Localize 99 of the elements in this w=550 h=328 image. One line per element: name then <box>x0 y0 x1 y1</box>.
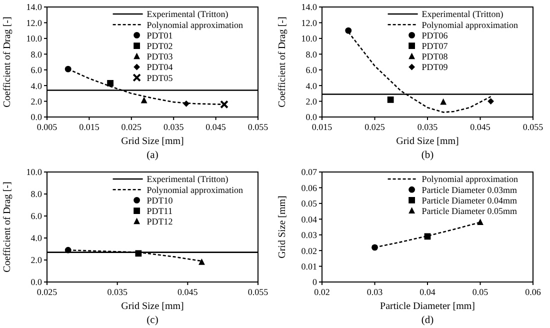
point <box>183 100 190 107</box>
x-tick-label: 0.04 <box>420 287 436 297</box>
legend-label: Particle Diameter 0.03mm <box>422 184 518 195</box>
legend-label: Polynomial approximation <box>422 20 519 30</box>
y-tick-label: 0.03 <box>301 230 318 240</box>
y-tick-label: 0 <box>312 277 318 288</box>
legend-label: Particle Diameter 0.04mm <box>422 195 518 206</box>
y-tick-label: 10.0 <box>26 167 42 178</box>
point <box>64 66 72 72</box>
point <box>135 250 142 257</box>
x-axis-title: Grid Size [mm] <box>396 136 459 147</box>
point <box>440 98 447 105</box>
legend-label: Experimental (Tritton) <box>146 9 228 20</box>
y-tick-label: 8.0 <box>306 49 318 60</box>
y-tick-label: 14.0 <box>301 2 318 12</box>
x-tick-label: 0.025 <box>364 122 386 132</box>
y-tick-label: 2.0 <box>306 96 318 106</box>
y-axis-title: Grid Size [mm] <box>277 196 288 258</box>
legend-label: PDT08 <box>422 52 448 62</box>
x-tick-label: 0.015 <box>312 122 333 132</box>
y-tick-label: 10.0 <box>301 34 318 44</box>
text: (d) <box>421 315 434 326</box>
x-tick-label: 0.035 <box>417 122 438 132</box>
point <box>107 80 114 86</box>
legend-label: Experimental (Tritton) <box>422 9 504 20</box>
point <box>424 233 431 240</box>
y-tick-label: 8.0 <box>30 49 42 60</box>
point <box>64 246 72 254</box>
y-tick-label: 4.0 <box>306 80 318 91</box>
legend-label: PDT07 <box>422 41 448 51</box>
y-tick-label: 0.02 <box>301 246 317 256</box>
x-axis-title: Grid Size [mm] <box>121 301 184 312</box>
x-tick-label: 0.055 <box>248 122 269 132</box>
legend-label: Polynomial approximation <box>146 20 244 30</box>
x-axis-title: Particle Diameter [mm] <box>380 301 475 312</box>
x-tick-label: 0.02 <box>314 287 330 297</box>
y-tick-label: 2.0 <box>30 96 42 106</box>
legend-label: PDT02 <box>146 41 173 51</box>
legend-label: PDT05 <box>146 72 174 83</box>
legend-label: PDT12 <box>146 216 173 227</box>
point <box>198 258 205 265</box>
text: (b) <box>421 150 434 161</box>
point <box>387 96 394 103</box>
legend-label: PDT03 <box>146 52 174 62</box>
x-tick-label: 0.025 <box>121 122 142 132</box>
point <box>372 244 378 251</box>
y-tick-label: 0.07 <box>301 167 318 178</box>
x-tick-label: 0.015 <box>79 122 100 132</box>
legend-label: PDT09 <box>422 62 448 72</box>
point <box>488 98 494 104</box>
x-tick-label: 0.045 <box>178 287 198 297</box>
legend-label: Particle Diameter 0.05mm <box>422 206 518 216</box>
y-tick-label: 6.0 <box>30 65 42 76</box>
legend-label: PDT04 <box>146 62 174 72</box>
y-tick-label: 6.0 <box>30 211 42 222</box>
y-axis-title: Coefficient of Drag [-] <box>2 182 13 272</box>
y-tick-label: 8.0 <box>30 189 42 200</box>
legend-label: PDT11 <box>146 206 172 216</box>
point <box>345 27 352 34</box>
point <box>477 218 484 225</box>
y-axis-title: Coefficient of Drag [-] <box>2 16 13 108</box>
y-tick-label: 0.04 <box>301 214 318 224</box>
x-tick-label: 0.005 <box>36 122 58 132</box>
point <box>220 100 228 109</box>
y-tick-label: 0.0 <box>30 277 42 288</box>
x-tick-label: 0.035 <box>107 287 128 297</box>
x-axis-title: Grid Size [mm] <box>121 136 184 147</box>
y-tick-label: 0.0 <box>30 112 42 122</box>
y-tick-label: 0.0 <box>306 112 318 122</box>
x-tick-label: 0.045 <box>206 122 226 132</box>
x-tick-label: 0.06 <box>525 287 542 297</box>
y-tick-label: 12.0 <box>301 18 318 28</box>
y-tick-label: 0.06 <box>301 182 318 193</box>
y-tick-label: 0.05 <box>301 198 318 209</box>
y-tick-label: 10.0 <box>26 34 42 44</box>
y-axis-title: Coefficient of Drag [-] <box>277 16 288 108</box>
x-tick-label: 0.055 <box>522 122 544 132</box>
y-tick-label: 14.0 <box>26 2 42 12</box>
y-tick-label: 12.0 <box>26 18 42 28</box>
y-tick-label: 4.0 <box>30 233 42 244</box>
y-tick-label: 4.0 <box>30 80 42 91</box>
x-tick-label: 0.05 <box>472 287 489 297</box>
legend-label: Experimental (Tritton) <box>146 174 228 184</box>
legend-label: Polynomial approximation <box>422 174 519 184</box>
legend-label: PDT10 <box>146 195 174 206</box>
y-tick-label: 6.0 <box>306 65 318 76</box>
y-tick-label: 2.0 <box>30 255 42 266</box>
x-tick-label: 0.055 <box>248 287 269 297</box>
text: (a) <box>146 150 159 161</box>
x-tick-label: 0.045 <box>470 122 491 132</box>
y-tick-label: 0.01 <box>301 261 317 272</box>
legend-label: PDT06 <box>422 30 448 40</box>
point <box>140 96 148 104</box>
x-tick-label: 0.025 <box>36 287 58 297</box>
legend-label: Polynomial approximation <box>146 184 244 195</box>
x-tick-label: 0.03 <box>366 287 384 297</box>
legend-label: PDT01 <box>146 30 173 40</box>
x-tick-label: 0.035 <box>163 122 184 132</box>
text: (c) <box>146 315 159 326</box>
